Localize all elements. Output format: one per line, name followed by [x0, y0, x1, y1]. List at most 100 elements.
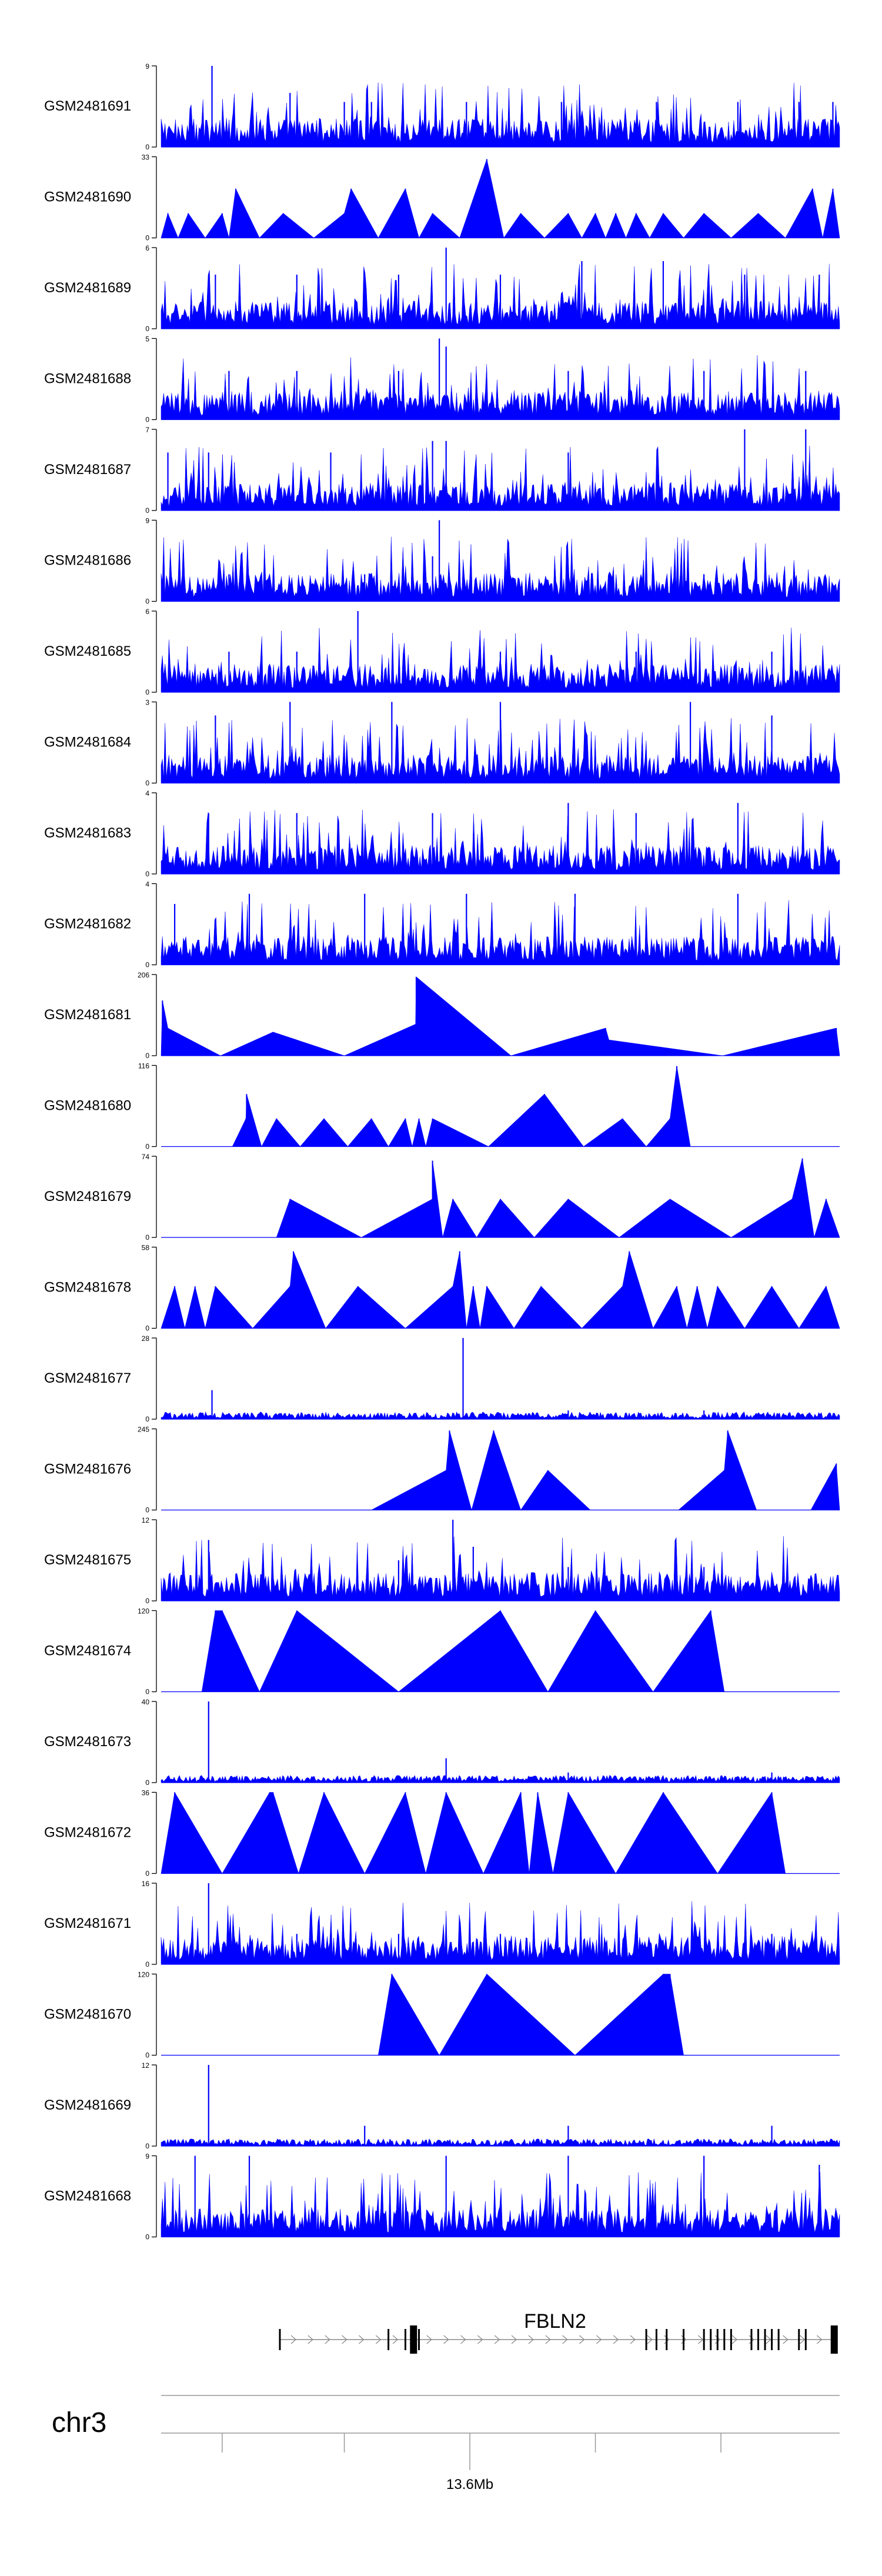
- y-max-label: 12: [142, 1516, 150, 1524]
- signal-area: [161, 900, 840, 965]
- track-name: GSM2481688: [44, 371, 131, 387]
- signal-area: [161, 1536, 840, 1601]
- track: GSM2481678 58 0: [44, 1244, 840, 1333]
- y-min-label: 0: [145, 506, 149, 515]
- track: GSM2481670 120 0: [44, 1971, 840, 2060]
- y-min-label: 0: [145, 1324, 149, 1333]
- y-max-label: 4: [145, 789, 149, 798]
- track-name: GSM2481673: [44, 1734, 131, 1750]
- strand-arrow: [375, 2335, 382, 2344]
- y-min-label: 0: [145, 2142, 149, 2150]
- y-max-label: 206: [138, 971, 149, 979]
- gene-exon: [771, 2329, 773, 2350]
- track-name: GSM2481677: [44, 1370, 131, 1386]
- strand-arrow: [800, 2335, 806, 2344]
- y-min-label: 0: [145, 1506, 149, 1514]
- y-max-label: 33: [142, 154, 150, 162]
- y-min-label: 0: [145, 143, 149, 151]
- y-min-label: 0: [145, 1415, 149, 1423]
- track: GSM2481687 7 0: [44, 426, 840, 515]
- track-name: GSM2481683: [44, 825, 131, 841]
- gene-annotation: FBLN2: [279, 2310, 838, 2354]
- strand-arrow: [596, 2335, 602, 2344]
- track: GSM2481691 9 0: [44, 62, 840, 151]
- track: GSM2481674 120 0: [44, 1607, 840, 1696]
- track-name: GSM2481682: [44, 916, 131, 932]
- track: GSM2481686 9 0: [44, 517, 840, 606]
- signal-area: [161, 1411, 840, 1420]
- gene-exon: [777, 2329, 780, 2350]
- signal-area: [161, 446, 840, 511]
- strand-arrow: [816, 2335, 823, 2344]
- track: GSM2481669 12 0: [44, 2061, 840, 2150]
- strand-arrow: [545, 2335, 551, 2344]
- track: GSM2481672 36 0: [44, 1789, 840, 1878]
- strand-arrow: [766, 2335, 771, 2344]
- signal-area: [377, 1973, 684, 2056]
- track-name: GSM2481691: [44, 98, 131, 114]
- track: GSM2481684 3 0: [44, 699, 840, 788]
- gene-exon: [418, 2329, 420, 2350]
- track: GSM2481680 116 0: [44, 1062, 840, 1151]
- strand-arrow: [392, 2335, 399, 2344]
- strand-arrow: [528, 2335, 534, 2344]
- signal-area: [161, 536, 840, 602]
- y-max-label: 9: [145, 62, 149, 71]
- track-name: GSM2481690: [44, 189, 131, 205]
- y-min-label: 0: [145, 1052, 149, 1060]
- y-min-label: 0: [145, 1597, 149, 1605]
- track-name: GSM2481684: [44, 735, 131, 750]
- signal-area: [276, 1158, 840, 1238]
- track: GSM2481673 40 0: [44, 1698, 840, 1787]
- y-min-label: 0: [145, 234, 149, 242]
- y-max-label: 5: [145, 335, 149, 343]
- track: GSM2481683 4 0: [44, 789, 840, 878]
- y-min-label: 0: [145, 1143, 149, 1151]
- gene-exon: [683, 2329, 685, 2350]
- y-max-label: 4: [145, 880, 149, 889]
- y-min-label: 0: [145, 779, 149, 788]
- track-name: GSM2481671: [44, 1916, 131, 1931]
- axis-tick-label: 13.6Mb: [446, 2477, 493, 2492]
- strand-arrow: [562, 2335, 568, 2344]
- genome-axis: chr3 13.6Mb: [52, 2395, 840, 2492]
- gene-exon: [645, 2329, 647, 2350]
- strand-arrow: [460, 2335, 466, 2344]
- y-max-label: 36: [142, 1789, 150, 1797]
- signal-area: [232, 1066, 691, 1147]
- y-min-label: 0: [145, 2051, 149, 2060]
- track-name: GSM2481687: [44, 462, 131, 478]
- track: GSM2481668 9 0: [44, 2153, 840, 2241]
- gene-exon: [703, 2329, 705, 2350]
- y-max-label: 6: [145, 244, 149, 252]
- signal-area: [161, 1774, 840, 1783]
- track-name: GSM2481680: [44, 1098, 131, 1114]
- strand-arrow: [698, 2335, 704, 2344]
- y-max-label: 16: [142, 1880, 150, 1888]
- y-min-label: 0: [145, 961, 149, 969]
- gene-exon-large: [410, 2325, 417, 2354]
- gene-exon: [279, 2329, 281, 2350]
- strand-arrow: [443, 2335, 449, 2344]
- track: GSM2481685 6 0: [44, 608, 840, 696]
- strand-arrow: [579, 2335, 585, 2344]
- gene-exon: [387, 2329, 390, 2350]
- strand-arrow: [630, 2335, 636, 2344]
- gene-exon: [655, 2329, 657, 2350]
- signal-area: [161, 355, 840, 420]
- signal-area: [161, 1791, 786, 1874]
- gene-exon: [804, 2329, 807, 2350]
- track: GSM2481671 16 0: [44, 1880, 840, 1968]
- y-max-label: 3: [145, 699, 149, 707]
- gene-exon: [710, 2329, 712, 2350]
- gene-exon-large: [830, 2325, 838, 2354]
- track-name: GSM2481681: [44, 1007, 131, 1023]
- track-name: GSM2481679: [44, 1189, 131, 1204]
- y-min-label: 0: [145, 1688, 149, 1696]
- gene-exon: [666, 2329, 668, 2350]
- y-max-label: 9: [145, 517, 149, 525]
- strand-arrow: [290, 2335, 296, 2344]
- y-min-label: 0: [145, 598, 149, 606]
- track: GSM2481677 28 0: [44, 1334, 840, 1423]
- track-name: GSM2481675: [44, 1552, 131, 1568]
